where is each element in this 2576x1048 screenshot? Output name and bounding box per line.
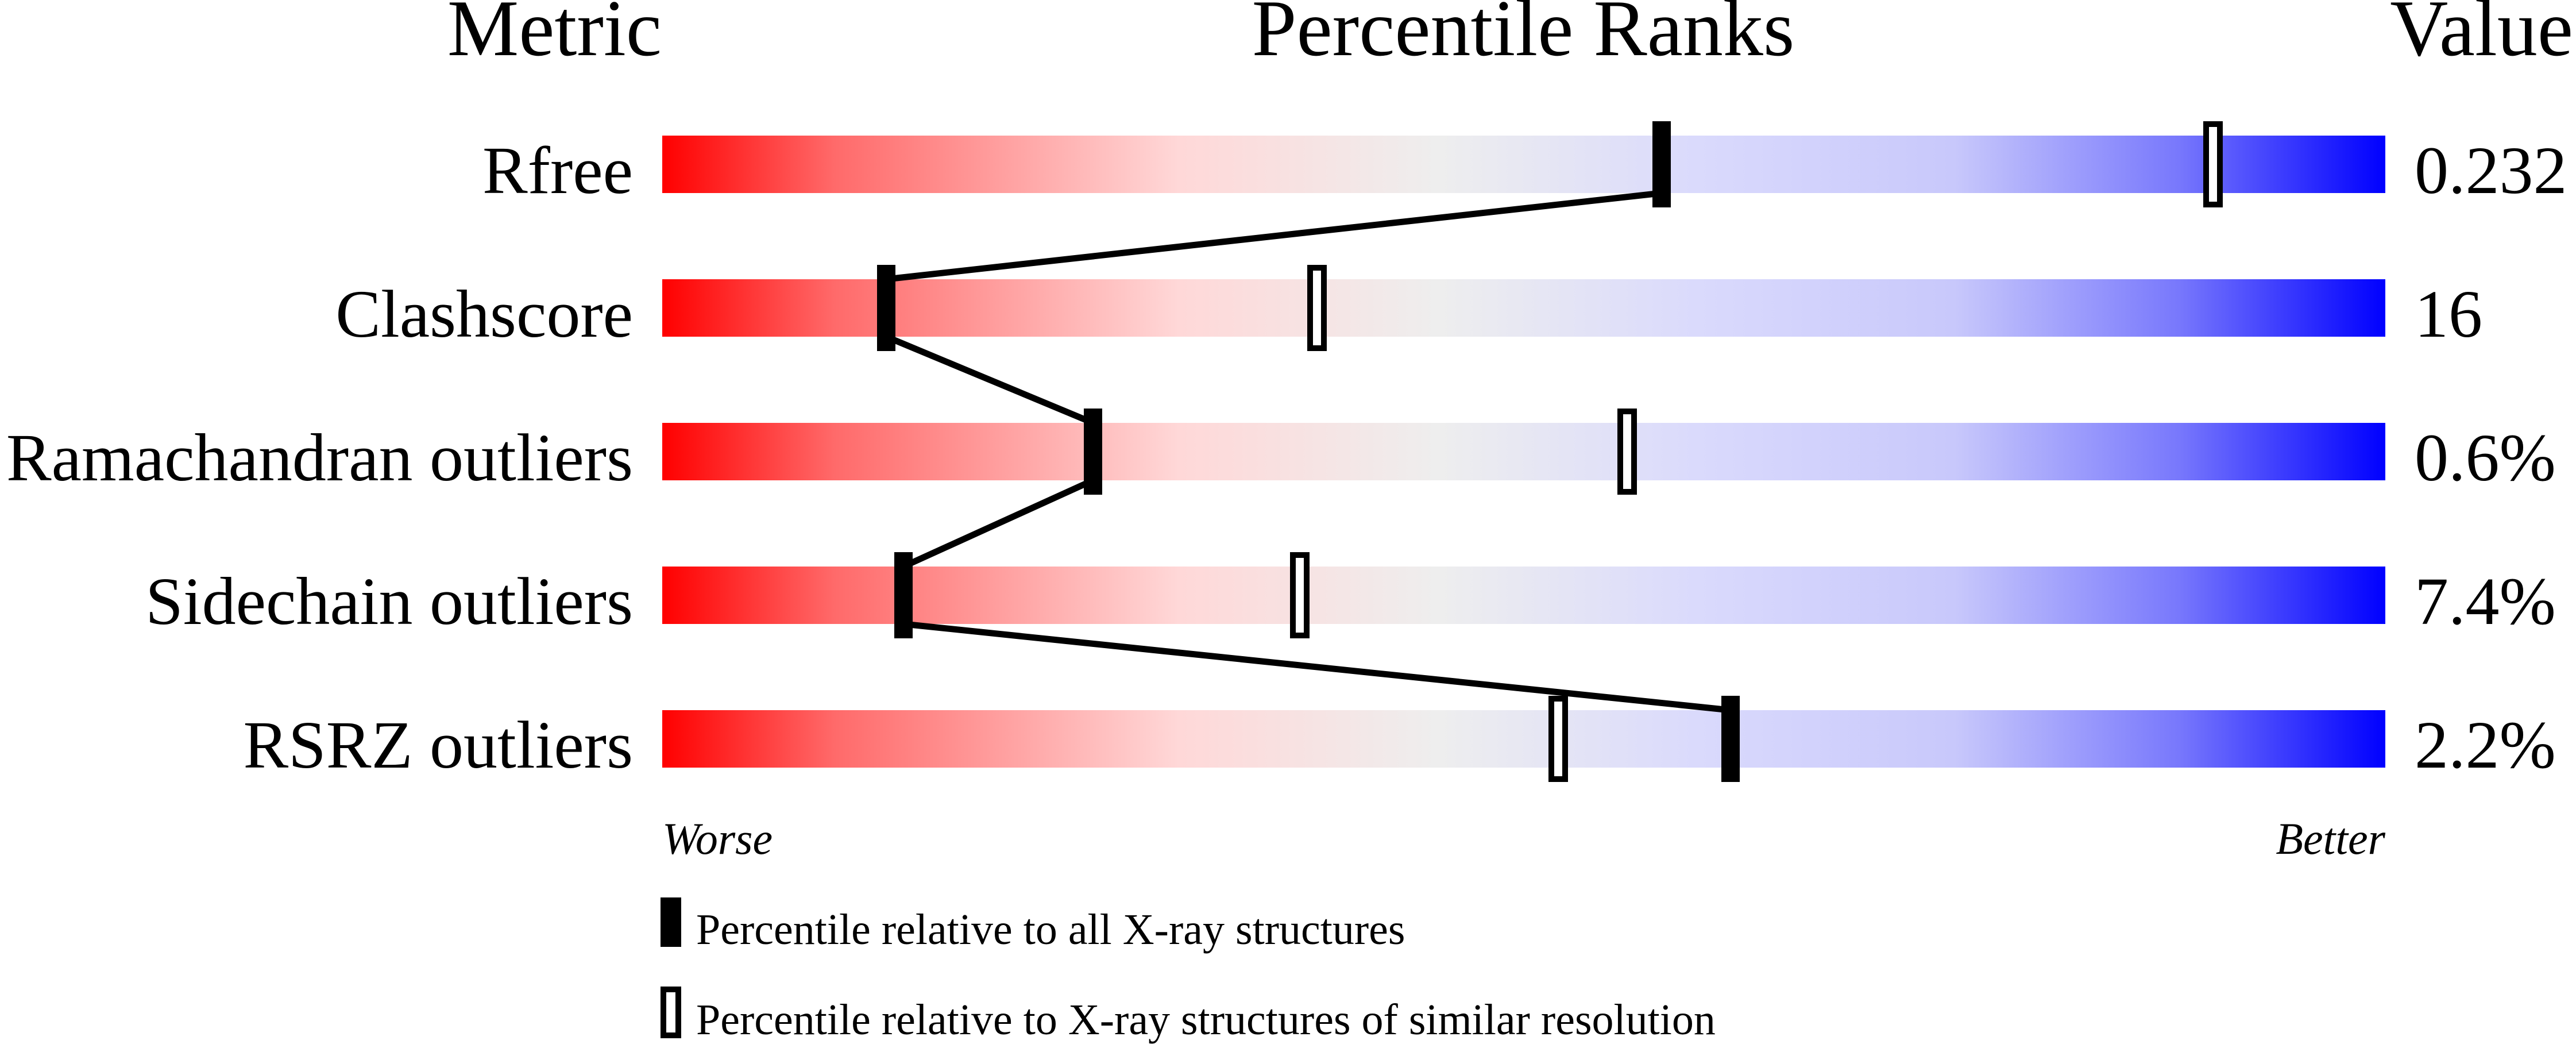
- legend-open-marker: [661, 987, 681, 1038]
- percentile-bar: [662, 136, 2385, 193]
- connector-line: [886, 190, 1662, 283]
- metric-label: Ramachandran outliers: [6, 420, 633, 495]
- metric-value: 16: [2415, 276, 2482, 352]
- axis-label-worse: Worse: [662, 814, 773, 864]
- connector-line: [885, 333, 1095, 426]
- legend-label-similar: Percentile relative to X-ray structures …: [696, 996, 1716, 1044]
- marker-similar-resolution: [1307, 265, 1327, 351]
- percentile-bar: [662, 279, 2385, 337]
- axis-label-better: Better: [2276, 814, 2385, 864]
- marker-similar-resolution: [1290, 552, 1310, 638]
- header-value: Value: [2390, 0, 2573, 73]
- percentile-bar: [662, 710, 2385, 768]
- legend-filled-marker: [661, 897, 681, 947]
- metric-row: Clashscore 16: [335, 265, 2482, 352]
- metric-label: Sidechain outliers: [145, 564, 633, 639]
- percentile-bar: [662, 423, 2385, 480]
- connector-line: [903, 621, 1731, 714]
- metric-value: 2.2%: [2415, 707, 2556, 783]
- metric-label: RSRZ outliers: [243, 707, 633, 783]
- metric-value: 7.4%: [2415, 564, 2556, 639]
- connector-line: [902, 477, 1095, 570]
- metric-label: Clashscore: [335, 276, 633, 352]
- metric-row: Rfree 0.232: [482, 121, 2567, 208]
- metric-row: Sidechain outliers 7.4%: [145, 552, 2556, 639]
- header-metric: Metric: [447, 0, 662, 73]
- marker-similar-resolution: [1617, 409, 1637, 495]
- metric-value: 0.6%: [2415, 420, 2556, 495]
- marker-similar-resolution: [2203, 121, 2223, 207]
- header-percentile-ranks: Percentile Ranks: [1252, 0, 1795, 73]
- metric-value: 0.232: [2415, 133, 2567, 208]
- metric-row: RSRZ outliers 2.2%: [243, 696, 2556, 783]
- metric-row: Ramachandran outliers 0.6%: [6, 409, 2556, 495]
- marker-similar-resolution: [1548, 696, 1568, 782]
- percentile-bar: [662, 567, 2385, 624]
- legend-label-all: Percentile relative to all X-ray structu…: [696, 906, 1405, 954]
- metric-label: Rfree: [482, 133, 633, 208]
